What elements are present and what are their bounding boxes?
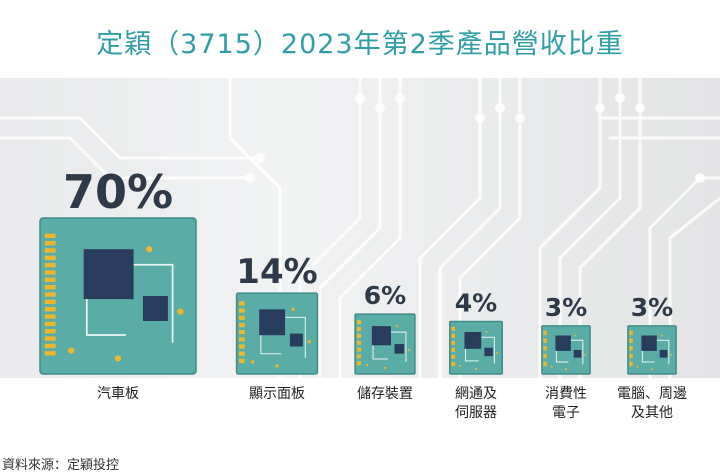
category-label-2-0: 儲存裝置 <box>357 386 413 402</box>
value-label-5: 3% <box>631 293 673 322</box>
category-label-4-0: 消費性 <box>545 386 587 402</box>
category-label-4-1: 電子 <box>552 405 580 421</box>
value-label-3: 4% <box>455 288 497 317</box>
category-label-1-0: 顯示面板 <box>249 386 305 402</box>
chart-title: 定穎（3715）2023年第2季產品營收比重 <box>96 29 624 60</box>
value-label-0: 70% <box>63 165 173 219</box>
pcb-bar-4 <box>541 325 591 375</box>
value-label-2: 6% <box>364 281 406 310</box>
pcb-bar-3 <box>448 320 504 375</box>
category-label-0-0: 汽車板 <box>97 385 139 402</box>
category-label-5-1: 及其他 <box>631 405 673 421</box>
value-label-1: 14% <box>236 252 317 292</box>
pcb-bar-1 <box>235 292 319 375</box>
pcb-bar-2 <box>354 313 416 375</box>
pcb-bar-0 <box>39 217 197 375</box>
source-note: 資料來源：定穎投控 <box>2 458 120 473</box>
category-label-5-0: 電腦、周邊 <box>617 386 687 402</box>
value-label-4: 3% <box>545 293 587 322</box>
category-label-3-0: 網通及 <box>455 386 497 402</box>
category-label-3-1: 伺服器 <box>455 405 497 421</box>
pcb-bar-5 <box>627 325 677 375</box>
